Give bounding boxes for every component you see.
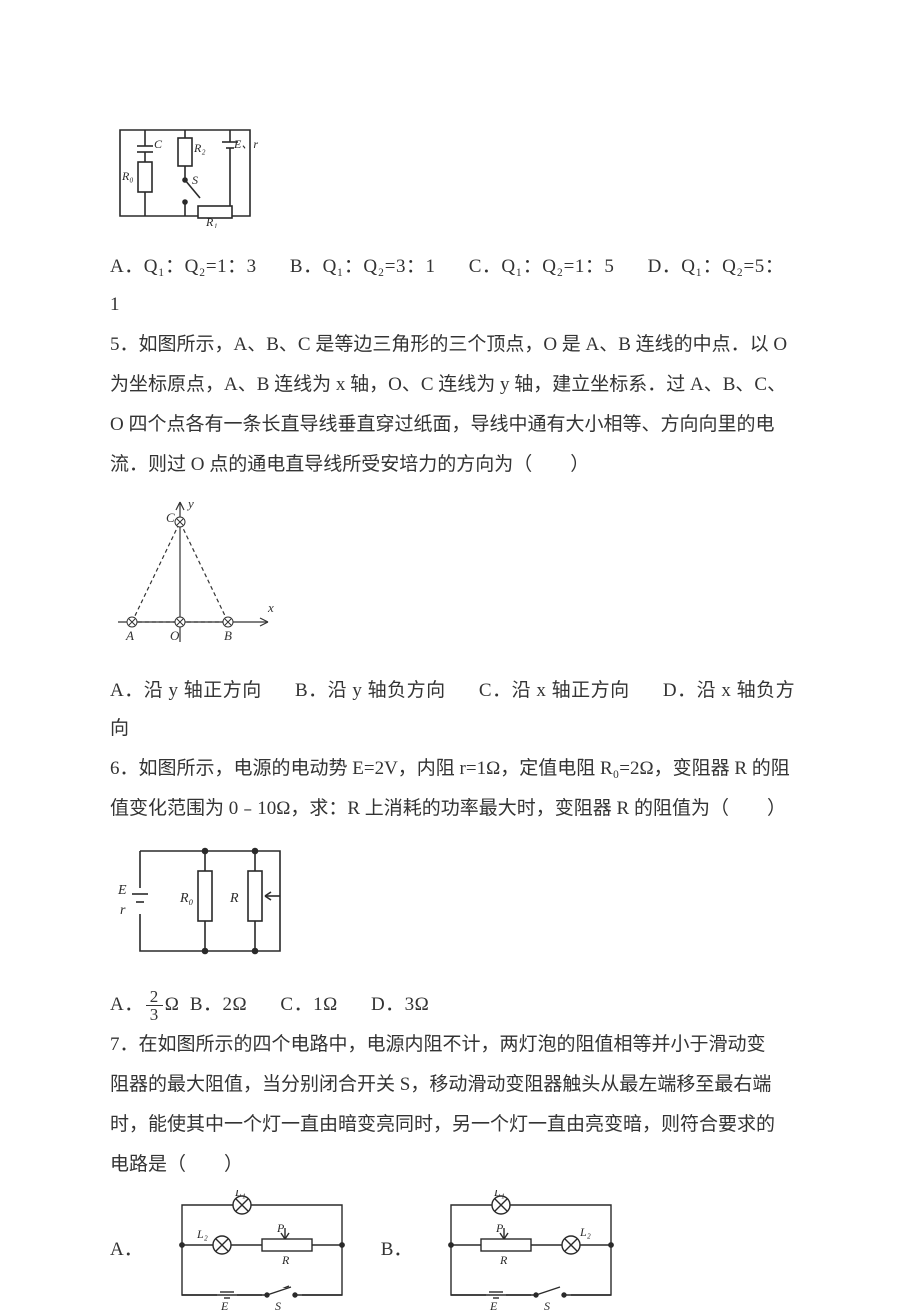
svg-text:L₁: L₁ (234, 1190, 246, 1199)
svg-text:B: B (224, 628, 232, 643)
q4-opt-b: B．Q₁：Q₂=3：1 (290, 256, 436, 277)
svg-text:E: E (117, 883, 127, 898)
q5-line2: 为坐标原点，A、B 连线为 x 轴，O、C 连线为 y 轴，建立坐标系．过 A、… (110, 366, 810, 404)
q7-line1: 7．在如图所示的四个电路中，电源内阻不计，两灯泡的阻值相等并小于滑动变 (110, 1026, 810, 1064)
q5-diagram-svg: A O B C x y (110, 492, 280, 652)
svg-text:x: x (267, 600, 274, 615)
q6-opt-b: B．2Ω (190, 994, 247, 1015)
q5-line1: 5．如图所示，A、B、C 是等边三角形的三个顶点，O 是 A、B 连线的中点．以… (110, 326, 810, 364)
q7-circuit-b: L₁ P R L₂ E S (436, 1190, 626, 1310)
q7-label-a: A． (110, 1231, 143, 1269)
svg-text:R₀: R₀ (179, 891, 194, 906)
q6-circuit-svg: E r R₀ R (110, 836, 300, 966)
svg-text:L₂: L₂ (196, 1227, 208, 1241)
q6-options: A．23Ω B．2Ω C．1Ω D．3Ω (110, 986, 810, 1024)
svg-text:S: S (544, 1299, 550, 1310)
q4-circuit: C R₂ R₀ S E、r R₁ (110, 118, 810, 242)
svg-text:S: S (192, 173, 198, 187)
svg-text:E、r: E、r (233, 137, 258, 151)
q5-line4: 流．则过 O 点的通电直导线所受安培力的方向为（ ） (110, 446, 810, 484)
q6-line2: 值变化范围为 0﹣10Ω，求：R 上消耗的功率最大时，变阻器 R 的阻值为（ ） (110, 790, 810, 828)
svg-text:R: R (229, 891, 239, 906)
q5-diagram: A O B C x y (110, 492, 810, 666)
q4-circuit-svg: C R₂ R₀ S E、r R₁ (110, 118, 260, 228)
page: C R₂ R₀ S E、r R₁ A．Q₁：Q₂=1：3 B．Q₁：Q₂=3：1… (0, 0, 920, 1310)
svg-text:R: R (499, 1253, 508, 1267)
q6-opt-c: C．1Ω (280, 994, 337, 1015)
q7-line2: 阻器的最大阻值，当分别闭合开关 S，移动滑动变阻器触头从最左端移至最右端 (110, 1066, 810, 1104)
svg-text:L₂: L₂ (579, 1225, 591, 1239)
svg-text:R₀: R₀ (121, 169, 134, 183)
svg-text:A: A (125, 628, 134, 643)
q7-line4: 电路是（ ） (110, 1146, 810, 1184)
q5-opt-b: B．沿 y 轴负方向 (295, 680, 446, 701)
q6-opt-a-unit: Ω (165, 994, 180, 1015)
svg-text:O: O (170, 628, 180, 643)
q4-opt-a: A．Q₁：Q₂=1：3 (110, 256, 257, 277)
q5-opt-c: C．沿 x 轴正方向 (479, 680, 630, 701)
svg-text:C: C (166, 510, 175, 525)
q6-opt-a-pre: A． (110, 994, 144, 1015)
q5-options: A．沿 y 轴正方向 B．沿 y 轴负方向 C．沿 x 轴正方向 D．沿 x 轴… (110, 672, 810, 748)
svg-text:r: r (120, 903, 126, 918)
svg-text:E: E (220, 1299, 229, 1310)
svg-text:C: C (154, 137, 163, 151)
svg-text:y: y (186, 496, 194, 511)
q4-opt-c: C．Q₁：Q₂=1：5 (469, 256, 615, 277)
svg-text:L₁: L₁ (493, 1190, 505, 1199)
q7-label-b: B． (381, 1231, 413, 1269)
svg-text:P: P (276, 1221, 285, 1235)
q6-line1: 6．如图所示，电源的电动势 E=2V，内阻 r=1Ω，定值电阻 R₀=2Ω，变阻… (110, 750, 810, 788)
q5-line3: O 四个点各有一条长直导线垂直穿过纸面，导线中通有大小相等、方向向里的电 (110, 406, 810, 444)
q7-line3: 时，能使其中一个灯一直由暗变亮同时，另一个灯一直由亮变暗，则符合要求的 (110, 1106, 810, 1144)
svg-text:R: R (281, 1253, 290, 1267)
q6-circuit: E r R₀ R (110, 836, 810, 980)
q4-options: A．Q₁：Q₂=1：3 B．Q₁：Q₂=3：1 C．Q₁：Q₂=1：5 D．Q₁… (110, 248, 810, 324)
q7-circuit-a: L₁ L₂ P R E S (167, 1190, 357, 1310)
q6-opt-a-frac: 23 (146, 988, 163, 1023)
svg-text:E: E (489, 1299, 498, 1310)
svg-text:R₂: R₂ (193, 141, 206, 155)
svg-text:S: S (275, 1299, 281, 1310)
q7-figures: A． (110, 1190, 810, 1310)
svg-text:P: P (495, 1221, 504, 1235)
q6-opt-d: D．3Ω (371, 994, 429, 1015)
svg-text:R₁: R₁ (205, 215, 218, 228)
q5-opt-a: A．沿 y 轴正方向 (110, 680, 262, 701)
